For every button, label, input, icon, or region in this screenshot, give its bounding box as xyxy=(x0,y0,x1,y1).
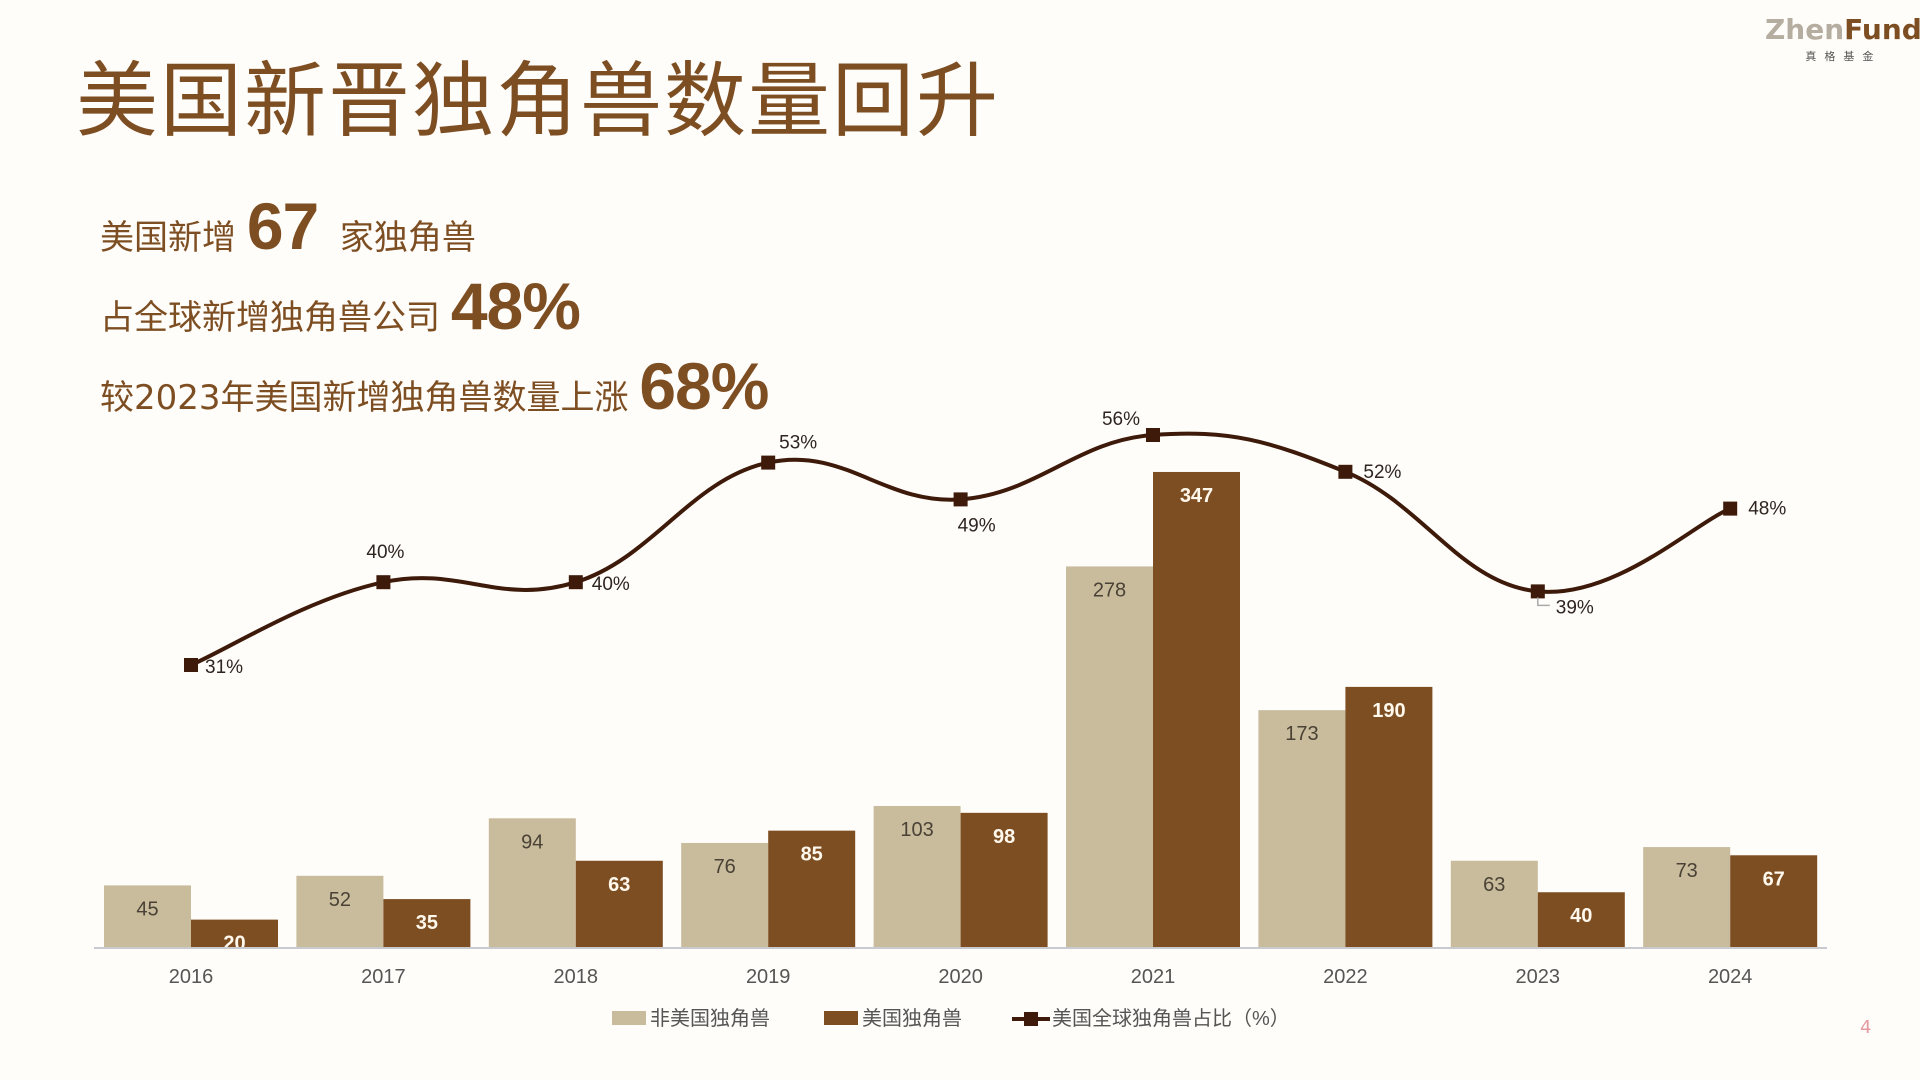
legend-label-non-us: 非美国独角兽 xyxy=(650,1007,770,1030)
highlight-global-share: 占全球新增独角兽公司 48% xyxy=(100,268,581,344)
bar-non-us xyxy=(1450,860,1538,947)
bar-label-us: 98 xyxy=(993,826,1015,848)
highlight-prefix: 美国新增 xyxy=(100,218,247,258)
bar-non-us xyxy=(681,842,769,947)
bar-label-us: 63 xyxy=(608,874,630,896)
share-label: 39% xyxy=(1556,597,1594,618)
legend-label-us: 美国独角兽 xyxy=(862,1007,962,1030)
bar-non-us xyxy=(296,875,384,947)
bar-us xyxy=(383,899,471,947)
share-label: 49% xyxy=(958,515,996,536)
x-axis-tick-label: 2017 xyxy=(361,966,406,988)
bar-label-non-us: 52 xyxy=(329,889,351,911)
share-marker xyxy=(1338,464,1353,479)
bar-label-non-us: 278 xyxy=(1093,579,1126,601)
highlight-value: 67 xyxy=(246,189,319,263)
bar-label-non-us: 73 xyxy=(1676,860,1698,882)
bar-label-us: 85 xyxy=(801,844,823,866)
bar-non-us xyxy=(104,885,191,947)
share-marker xyxy=(761,455,776,470)
bar-label-non-us: 63 xyxy=(1483,874,1505,896)
label-leader-line xyxy=(1537,597,1550,607)
x-axis-tick-label: 2020 xyxy=(938,966,983,988)
bar-label-us: 67 xyxy=(1763,868,1785,890)
highlight-value: 68% xyxy=(639,349,769,423)
share-marker xyxy=(1146,428,1160,442)
share-label: 53% xyxy=(779,433,817,454)
share-marker xyxy=(953,492,968,507)
share-marker xyxy=(184,658,198,672)
share-label: 40% xyxy=(366,542,404,563)
share-line xyxy=(190,431,1731,667)
x-axis-tick-label: 2018 xyxy=(554,966,599,988)
bar-us xyxy=(768,830,856,947)
bar-non-us xyxy=(873,805,961,947)
x-axis-tick-label: 2016 xyxy=(169,966,214,988)
bar-label-non-us: 173 xyxy=(1285,723,1318,745)
share-label: 40% xyxy=(592,574,630,595)
share-label: 56% xyxy=(1102,409,1140,430)
bar-label-us: 190 xyxy=(1372,700,1405,722)
x-axis-tick-label: 2023 xyxy=(1516,966,1561,988)
share-label: 31% xyxy=(205,657,243,678)
highlight-value: 48% xyxy=(450,269,581,343)
bar-label-non-us: 103 xyxy=(900,819,933,841)
bar-us xyxy=(960,812,1048,947)
bar-label-us: 35 xyxy=(416,912,438,934)
legend-swatch-non-us xyxy=(612,1011,646,1025)
bar-us xyxy=(575,860,663,947)
bar-non-us xyxy=(1643,847,1731,947)
bar-us xyxy=(191,919,278,947)
bar-us xyxy=(1537,892,1625,947)
share-label: 52% xyxy=(1363,462,1401,483)
share-marker xyxy=(568,575,583,590)
bar-label-us: 20 xyxy=(223,933,245,955)
x-axis-tick-label: 2024 xyxy=(1708,966,1753,988)
highlight-yoy-growth: 较2023年美国新增独角兽数量上涨 68% xyxy=(100,348,769,424)
bar-us xyxy=(1153,471,1240,947)
zhenfund-logo: ZhenFund 真格基金 xyxy=(1765,14,1920,64)
share-marker xyxy=(1723,501,1738,516)
page-number: 4 xyxy=(1860,1017,1872,1038)
bar-label-us: 347 xyxy=(1180,485,1213,507)
bar-non-us xyxy=(1066,566,1153,947)
bar-us xyxy=(1730,855,1818,947)
logo-zhen: Zhen xyxy=(1765,13,1845,46)
x-axis-tick-label: 2021 xyxy=(1131,966,1176,988)
highlight-suffix: 家独角兽 xyxy=(318,218,476,258)
bar-label-us: 40 xyxy=(1570,905,1592,927)
highlight-prefix: 占全球新增独角兽公司 xyxy=(100,298,451,338)
highlight-prefix: 较2023年美国新增独角兽数量上涨 xyxy=(100,378,640,418)
bar-label-non-us: 94 xyxy=(521,831,543,853)
x-axis-tick-label: 2022 xyxy=(1323,966,1368,988)
x-axis-tick-label: 2019 xyxy=(746,966,791,988)
legend-swatch-us xyxy=(824,1011,858,1025)
bar-non-us xyxy=(1258,710,1346,947)
bar-label-non-us: 45 xyxy=(136,898,158,920)
share-label: 48% xyxy=(1748,499,1786,520)
highlight-new-us-unicorns: 美国新增 67 家独角兽 xyxy=(100,188,476,264)
bar-us xyxy=(1345,686,1433,947)
share-marker xyxy=(1530,584,1545,599)
logo-subtitle: 真格基金 xyxy=(1805,50,1882,63)
legend-marker-share xyxy=(1024,1012,1038,1026)
logo-fund: Fund xyxy=(1844,13,1920,46)
page-title: 美国新晋独角兽数量回升 xyxy=(76,54,1001,149)
bar-non-us xyxy=(488,818,576,947)
bar-label-non-us: 76 xyxy=(714,856,736,878)
legend-label-share: 美国全球独角兽占比（%） xyxy=(1052,1007,1290,1030)
share-marker xyxy=(376,575,391,590)
